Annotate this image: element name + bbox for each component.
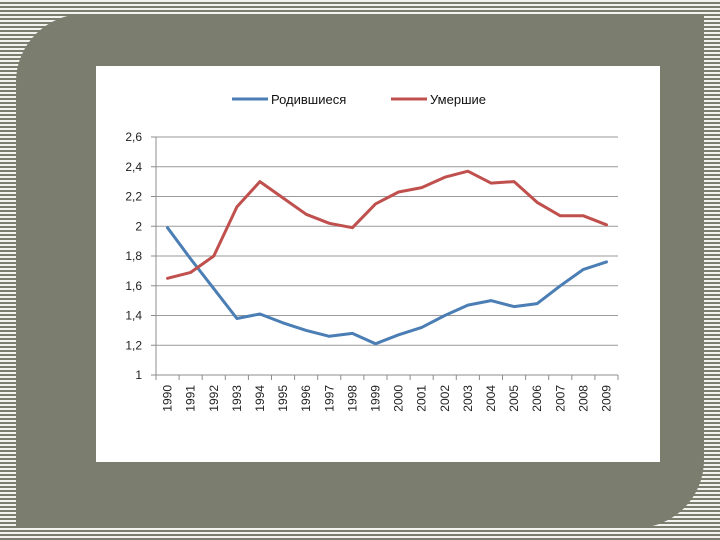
x-tick-label: 1994 (253, 385, 267, 412)
line-chart: Родившиеся Умершие 1 1,2 1,4 1,6 1,8 2 2,2 2,4 2… (125, 92, 619, 412)
x-tick-label: 2004 (484, 385, 498, 412)
y-tick-label: 1,2 (125, 338, 142, 352)
x-tick-label: 1997 (322, 385, 336, 412)
x-tick-label: 2003 (461, 385, 475, 412)
chart-frame: Родившиеся Умершие 1 1,2 1,4 1,6 1,8 2 2,2 2,4 2… (96, 66, 660, 462)
series-line-1 (166, 169, 608, 280)
gridlines (156, 136, 618, 346)
x-tick-label: 1998 (345, 385, 359, 412)
y-tick-label: 2,2 (125, 190, 142, 204)
x-tick-label: 1992 (207, 385, 221, 412)
y-tick-label: 1 (135, 368, 142, 382)
y-tick-label: 1,4 (125, 309, 142, 323)
y-tick-label: 1,8 (125, 249, 142, 263)
y-tick-label: 2 (135, 219, 142, 233)
y-tick-labels: 1 1,2 1,4 1,6 1,8 2 2,2 2,4 2,6 (125, 130, 142, 382)
chart-legend: Родившиеся Умершие (232, 92, 486, 107)
legend-label-births: Родившиеся (271, 92, 346, 107)
x-tick-label: 2001 (415, 385, 429, 412)
x-tick-label: 2007 (553, 385, 567, 412)
x-tick-label: 2000 (392, 385, 406, 412)
x-tick-label: 2005 (507, 385, 521, 412)
axes (151, 136, 619, 380)
x-tick-label: 1993 (230, 385, 244, 412)
x-tick-label: 1991 (184, 385, 198, 412)
legend-label-deaths: Умершие (430, 92, 486, 107)
x-tick-label: 2009 (599, 385, 613, 412)
series-line-0 (166, 226, 608, 346)
y-tick-label: 1,6 (125, 279, 142, 293)
series-lines (166, 169, 608, 346)
x-tick-label: 2006 (530, 385, 544, 412)
x-tick-label: 1996 (299, 385, 313, 412)
x-tick-label: 2008 (576, 385, 590, 412)
x-tick-label: 2002 (438, 385, 452, 412)
x-tick-label: 1990 (161, 385, 175, 412)
x-tick-label: 1999 (368, 385, 382, 412)
x-tick-labels: 1990 1991 1992 1993 1994 1995 1996 1997 1998 1999… (161, 385, 614, 412)
y-tick-label: 2,4 (125, 160, 142, 174)
x-tick-label: 1995 (276, 385, 290, 412)
y-tick-label: 2,6 (125, 130, 142, 144)
